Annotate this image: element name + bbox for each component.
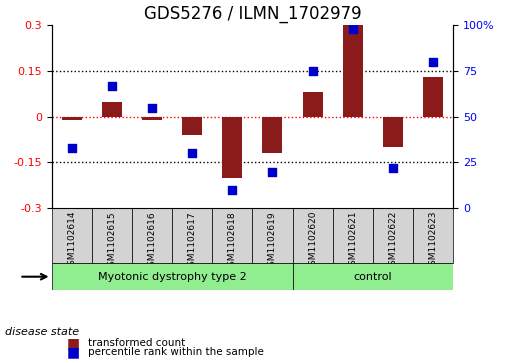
Bar: [102, 102, 122, 117]
FancyBboxPatch shape: [293, 263, 453, 290]
Text: ■: ■: [67, 345, 80, 359]
Point: [268, 169, 277, 175]
Text: Myotonic dystrophy type 2: Myotonic dystrophy type 2: [98, 272, 246, 282]
FancyBboxPatch shape: [373, 208, 413, 263]
Point: [108, 83, 116, 89]
Text: GSM1102616: GSM1102616: [147, 211, 157, 272]
Bar: [263, 117, 282, 153]
Point: [308, 68, 317, 74]
Bar: [303, 93, 322, 117]
Point: [429, 59, 437, 65]
Point: [148, 105, 156, 111]
Bar: [62, 117, 81, 120]
Title: GDS5276 / ILMN_1702979: GDS5276 / ILMN_1702979: [144, 5, 361, 23]
FancyBboxPatch shape: [212, 208, 252, 263]
Text: transformed count: transformed count: [88, 338, 185, 348]
Text: GSM1102620: GSM1102620: [308, 211, 317, 272]
Bar: [343, 25, 363, 117]
Bar: [142, 117, 162, 120]
FancyBboxPatch shape: [333, 208, 373, 263]
Bar: [383, 117, 403, 147]
Point: [188, 150, 196, 156]
Point: [389, 165, 397, 171]
Text: GSM1102618: GSM1102618: [228, 211, 237, 272]
Point: [67, 145, 76, 151]
Text: GSM1102621: GSM1102621: [348, 211, 357, 272]
Bar: [182, 117, 202, 135]
FancyBboxPatch shape: [132, 208, 172, 263]
Point: [349, 26, 357, 32]
Text: GSM1102614: GSM1102614: [67, 211, 76, 272]
FancyBboxPatch shape: [293, 208, 333, 263]
Bar: [423, 77, 443, 117]
Text: GSM1102622: GSM1102622: [388, 211, 398, 271]
Text: GSM1102619: GSM1102619: [268, 211, 277, 272]
Text: percentile rank within the sample: percentile rank within the sample: [88, 347, 264, 357]
Text: disease state: disease state: [5, 327, 79, 337]
FancyBboxPatch shape: [52, 208, 92, 263]
FancyBboxPatch shape: [252, 208, 293, 263]
Text: ■: ■: [67, 336, 80, 350]
Point: [228, 187, 236, 193]
Text: GSM1102617: GSM1102617: [187, 211, 197, 272]
Text: control: control: [353, 272, 392, 282]
FancyBboxPatch shape: [52, 263, 293, 290]
Text: GSM1102615: GSM1102615: [107, 211, 116, 272]
FancyBboxPatch shape: [92, 208, 132, 263]
Bar: [222, 117, 243, 178]
Text: GSM1102623: GSM1102623: [428, 211, 438, 272]
FancyBboxPatch shape: [413, 208, 453, 263]
FancyBboxPatch shape: [172, 208, 212, 263]
